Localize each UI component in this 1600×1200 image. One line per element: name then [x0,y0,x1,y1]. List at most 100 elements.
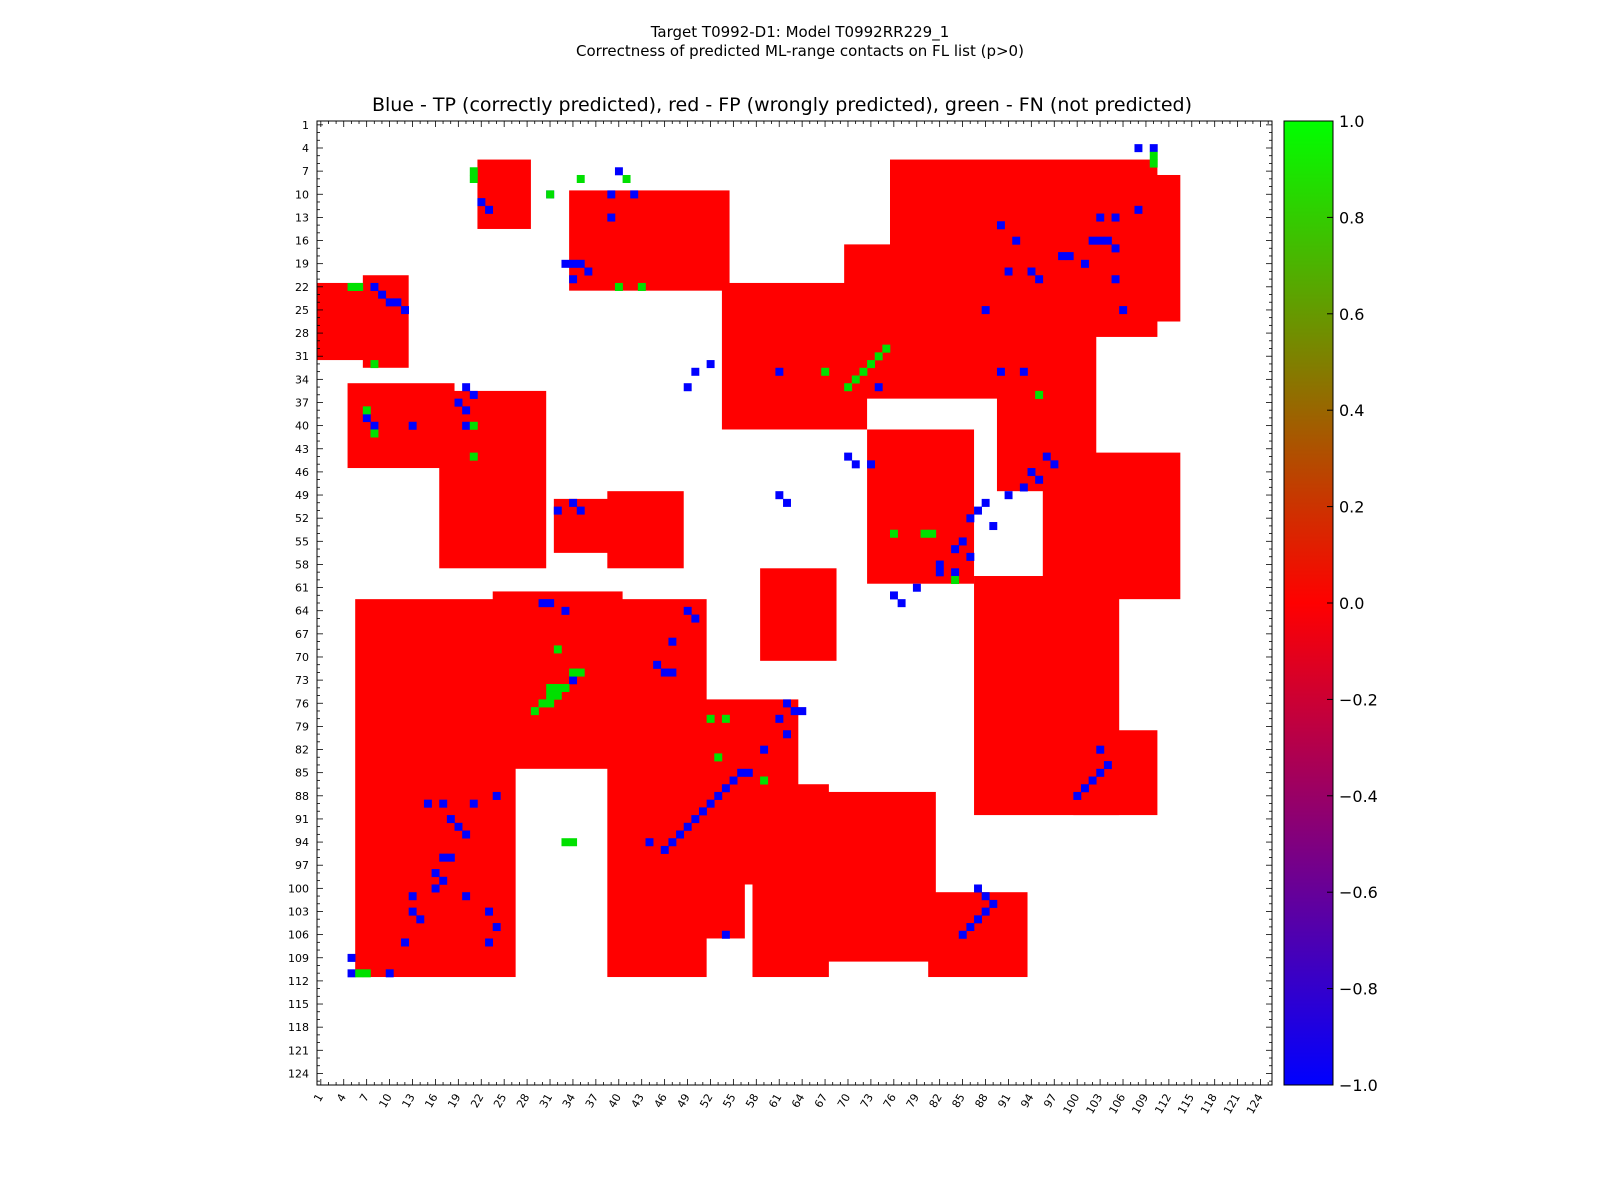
tp-contact-cell [462,421,471,430]
fp-contact-region [355,599,516,978]
tp-contact-cell [874,383,883,392]
y-tick-label: 100 [288,882,309,895]
x-tick-label: 73 [858,1092,876,1111]
tp-contact-cell [676,830,685,839]
tp-contact-cell [393,298,402,307]
fn-contact-cell [890,529,898,538]
tp-contact-cell [958,537,967,546]
y-tick-label: 88 [295,790,309,803]
fn-contact-cell [920,529,929,538]
tp-contact-cell [912,583,921,592]
fn-contact-cell [469,452,478,461]
x-tick-label: 28 [514,1092,532,1111]
x-tick-label: 55 [720,1092,738,1111]
tp-contact-cell [981,907,990,916]
x-tick-label: 52 [697,1092,715,1111]
tp-contact-cell [660,668,669,677]
tp-contact-cell [408,421,417,430]
x-tick-label: 34 [560,1092,578,1111]
tp-contact-cell [385,298,394,307]
fn-contact-cell [469,167,478,176]
y-tick-label: 19 [295,258,309,271]
fn-contact-cell [569,838,578,847]
tp-contact-cell [1111,275,1120,284]
tp-contact-cell [1088,776,1097,785]
tp-contact-cell [1096,213,1105,222]
y-tick-label: 91 [295,813,309,826]
x-tick-label: 10 [377,1092,395,1111]
y-tick-label: 58 [295,558,309,571]
tp-contact-cell [1019,367,1028,376]
fn-contact-cell [637,282,646,291]
colorbar-tick-label: −0.2 [1339,690,1378,709]
fp-contact-region [721,282,868,430]
tp-contact-cell [423,799,432,808]
tp-contact-cell [966,514,975,523]
x-tick-label: 115 [1175,1092,1197,1117]
tp-contact-cell [576,506,585,515]
tp-contact-cell [1119,306,1128,315]
x-tick-label: 106 [1106,1092,1128,1117]
tp-contact-cell [660,845,669,854]
tp-contact-cell [1004,267,1013,276]
tp-contact-cell [683,822,692,831]
fn-contact-cell [553,645,562,654]
y-tick-label: 97 [295,859,309,872]
tp-contact-cell [1050,460,1059,469]
fn-contact-cell [546,691,555,700]
y-tick-label: 73 [295,674,309,687]
tp-contact-cell [454,398,463,407]
tp-contact-cell [966,552,975,561]
tp-contact-cell [439,876,448,885]
tp-contact-cell [607,190,616,199]
tp-contact-cell [798,707,807,716]
figure-suptitle-line-2: Correctness of predicted ML-range contac… [576,42,1024,60]
tp-contact-cell [462,383,471,392]
fn-contact-cell [546,683,555,692]
x-tick-label: 16 [422,1092,440,1111]
tp-contact-cell [783,730,791,739]
tp-contact-cell [1027,468,1036,477]
x-tick-label: 22 [468,1092,486,1111]
tp-contact-cell [561,606,570,615]
tp-contact-cell [668,668,677,677]
fn-contact-cell [951,576,960,585]
y-tick-label: 52 [295,512,309,525]
y-tick-label: 118 [288,1021,309,1034]
tp-contact-cell [569,676,578,685]
tp-contact-cell [1058,252,1067,261]
fn-contact-cell [469,174,478,183]
fn-contact-cell [553,683,562,692]
y-tick-label: 25 [295,304,309,317]
x-tick-label: 46 [652,1092,670,1111]
tp-contact-cell [691,367,700,376]
tp-contact-cell [760,745,769,754]
y-tick-label: 34 [295,373,309,386]
tp-contact-cell [951,545,960,554]
tp-contact-cell [1134,205,1143,214]
fn-contact-cell [882,344,891,353]
tp-contact-cell [378,290,387,299]
tp-contact-cell [584,267,593,276]
y-tick-label: 67 [295,628,309,641]
tp-contact-cell [1081,259,1089,268]
fp-contact-region [569,190,730,291]
fn-contact-cell [362,969,371,978]
colorbar-tick-label: −0.4 [1339,787,1378,806]
tp-contact-cell [492,923,501,932]
x-tick-label: 121 [1221,1092,1243,1117]
tp-contact-cell [775,491,784,500]
fn-contact-cell [355,282,364,291]
y-tick-label: 49 [295,489,309,502]
fn-contact-cell [576,174,585,183]
tp-contact-cell [538,599,547,608]
tp-contact-cell [981,892,990,901]
y-tick-label: 103 [288,905,309,918]
tp-contact-cell [1081,784,1089,793]
y-tick-label: 16 [295,235,309,248]
tp-contact-cell [721,930,730,939]
fn-contact-cell [760,776,769,785]
tp-contact-cell [1073,791,1082,800]
tp-contact-cell [362,414,371,423]
tp-contact-cell [897,599,906,608]
